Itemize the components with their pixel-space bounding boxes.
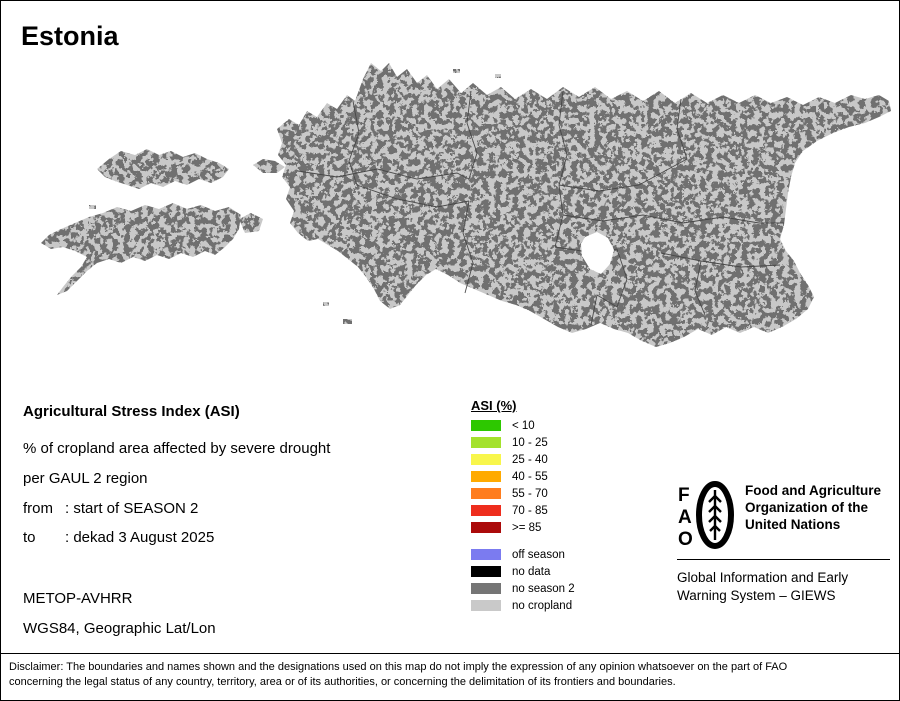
legend-extras: off season no data no season 2 no cropla…	[471, 548, 651, 612]
island-saaremaa	[41, 203, 241, 295]
fao-branding-top: F A O Food and Agriculture Organization …	[677, 478, 890, 552]
sensor-name: METOP-AVHRR	[23, 590, 133, 607]
fao-logo-letter: A	[678, 507, 692, 528]
disclaimer-text: Disclaimer: The boundaries and names sho…	[9, 661, 788, 688]
legend-label: 55 - 70	[512, 487, 548, 500]
legend-label: off season	[512, 548, 565, 561]
legend-row: 10 - 25	[471, 436, 651, 449]
legend-label: 70 - 85	[512, 504, 548, 517]
page-title: Estonia	[21, 21, 119, 51]
legend-row: 40 - 55	[471, 470, 651, 483]
island-hiiumaa	[97, 149, 229, 189]
island-muhu	[239, 213, 263, 233]
legend-swatch	[471, 488, 501, 499]
branding-divider	[677, 559, 890, 560]
islet	[453, 69, 460, 73]
legend-swatch	[471, 471, 501, 482]
legend-label: no data	[512, 565, 551, 578]
legend-label: 40 - 55	[512, 470, 548, 483]
legend-swatch	[471, 437, 501, 448]
mainland-estonia	[277, 63, 891, 347]
legend-swatch	[471, 522, 501, 533]
islet	[89, 205, 96, 209]
lake-vortsjarv	[581, 232, 614, 274]
legend-label: no season 2	[512, 582, 575, 595]
legend-label: no cropland	[512, 599, 573, 612]
legend-row: no season 2	[471, 582, 651, 595]
footer-divider	[1, 653, 899, 654]
legend-label: 25 - 40	[512, 453, 548, 466]
legend-swatch	[471, 600, 501, 611]
islet	[495, 74, 501, 78]
projection-name: WGS84, Geographic Lat/Lon	[23, 620, 216, 637]
to-label: to	[23, 529, 36, 546]
legend-row: no cropland	[471, 599, 651, 612]
legend-row: 70 - 85	[471, 504, 651, 517]
fao-branding-block: F A O Food and Agriculture Organization …	[677, 478, 890, 605]
legend-row: 25 - 40	[471, 453, 651, 466]
legend-swatch	[471, 566, 501, 577]
period-to: to : dekad 3 August 2025	[23, 529, 214, 546]
legend-label: < 10	[512, 419, 535, 432]
to-value: : dekad 3 August 2025	[65, 529, 215, 546]
fao-logo-icon: F A O	[678, 481, 734, 550]
legend-label: 10 - 25	[512, 436, 548, 449]
legend-label: >= 85	[512, 521, 542, 534]
islet	[323, 302, 329, 306]
islet	[343, 319, 352, 324]
from-label: from	[23, 500, 53, 517]
landmass-group	[41, 63, 891, 347]
legend-swatch	[471, 454, 501, 465]
gaul2-region-boundaries	[297, 90, 784, 326]
legend-row: >= 85	[471, 521, 651, 534]
legend-swatch	[471, 583, 501, 594]
island-vormsi	[253, 159, 285, 173]
legend-row: no data	[471, 565, 651, 578]
giews-name: Global Information and Early Warning Sys…	[677, 570, 849, 603]
legend-panel: ASI (%) < 10 10 - 25 25 - 40 40 - 55 55 …	[471, 398, 651, 612]
legend-swatch	[471, 505, 501, 516]
fao-logo-wheat	[708, 490, 722, 540]
legend-swatch	[471, 549, 501, 560]
legend-title: ASI (%)	[471, 398, 517, 413]
legend-swatch	[471, 420, 501, 431]
fao-logo-oval	[696, 481, 734, 549]
fao-org-name: Food and Agriculture Organization of the…	[745, 483, 881, 532]
legend-row: off season	[471, 548, 651, 561]
asi-heading: Agricultural Stress Index (ASI)	[23, 403, 240, 420]
legend-row: < 10	[471, 419, 651, 432]
fao-logo-letter: O	[678, 529, 693, 550]
asi-subtitle-line1: % of cropland area affected by severe dr…	[23, 440, 331, 457]
fao-logo-letter: F	[678, 485, 690, 506]
asi-subtitle-line2: per GAUL 2 region	[23, 470, 148, 487]
legend-row: 55 - 70	[471, 487, 651, 500]
period-from: from : start of SEASON 2	[23, 500, 198, 517]
from-value: : start of SEASON 2	[65, 500, 199, 517]
